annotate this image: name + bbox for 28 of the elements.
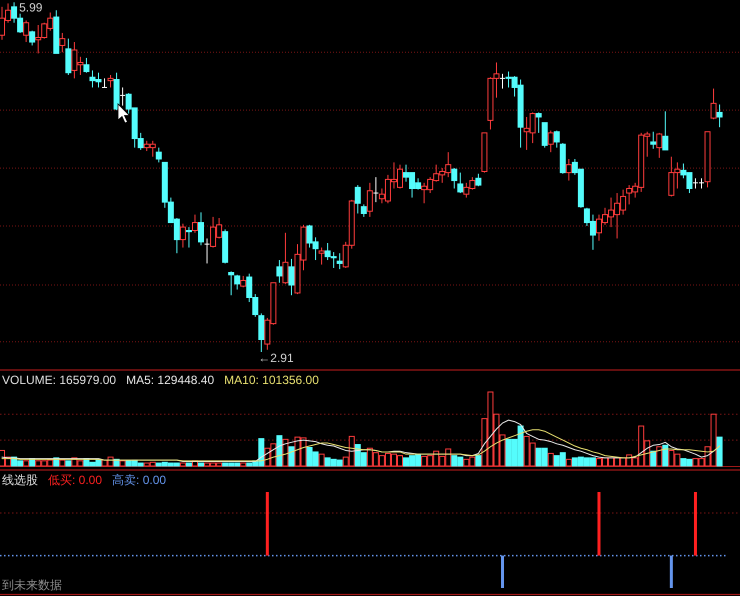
bar [656,446,662,466]
text: 高卖: 0.00 [112,473,166,487]
bar [318,454,325,466]
bar [276,435,282,466]
bar [186,462,192,466]
bar [650,450,656,466]
bar [198,462,204,466]
bar [475,455,482,466]
bar [23,460,30,466]
bar [288,446,294,466]
bar [282,438,288,466]
bar [566,458,572,466]
bar [59,460,66,466]
text: MA10: 101356.00 [224,373,320,387]
bar [180,462,186,466]
bar [120,460,126,466]
text: 低买: 0.00 [48,473,102,487]
bar [716,436,723,466]
text: MA5: 129448.40 [126,373,214,387]
bar [662,444,668,466]
bar [548,452,554,466]
annotation: ←2.91 [258,351,294,365]
bar [65,460,72,466]
annotation: 到未来数据 [2,578,62,592]
chart-title: 线选股 [2,473,38,487]
bar [240,462,246,466]
chart-title: VOLUME: 165979.00 [2,373,116,387]
annotation: 5.99 [19,0,43,14]
